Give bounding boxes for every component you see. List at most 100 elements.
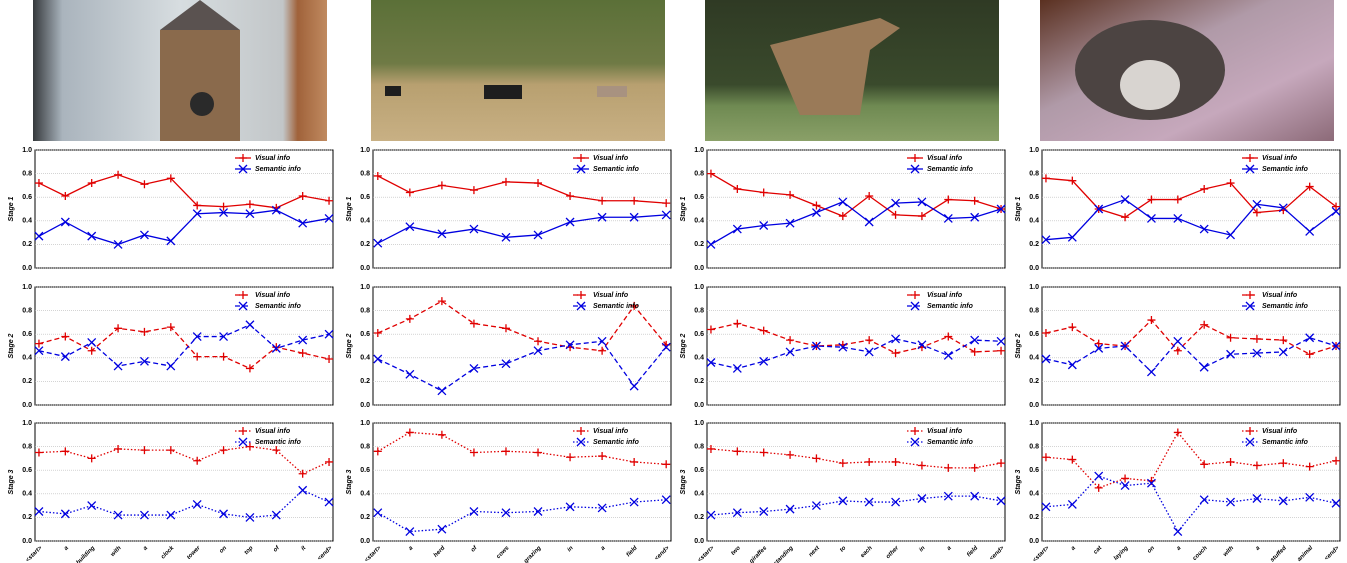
- y-tick-label: 0.2: [694, 514, 704, 521]
- data-point: [891, 334, 901, 344]
- data-point: [566, 192, 575, 201]
- legend-marker: [577, 427, 585, 435]
- data-point: [113, 510, 123, 520]
- y-tick-label: 0.4: [360, 491, 370, 498]
- data-point: [597, 336, 607, 346]
- data-point: [970, 212, 980, 222]
- data-point: [970, 335, 980, 345]
- x-tick-label: two: [730, 545, 742, 557]
- y-tick-label: 1.0: [1029, 147, 1039, 154]
- data-point: [1067, 232, 1077, 242]
- legend-label: Visual info: [593, 292, 629, 299]
- data-point: [534, 179, 543, 188]
- legend-marker: [576, 301, 586, 311]
- data-point: [1173, 428, 1182, 437]
- y-axis-label: Stage 2: [680, 333, 687, 358]
- data-point: [534, 337, 543, 346]
- legend-marker: [238, 301, 248, 311]
- legend-marker: [576, 437, 586, 447]
- data-point: [943, 350, 953, 360]
- x-tick-label: herd: [433, 545, 447, 559]
- data-point: [864, 347, 874, 357]
- y-tick-label: 0.6: [694, 331, 704, 338]
- data-point: [245, 200, 254, 209]
- data-point: [1120, 341, 1130, 351]
- data-point: [60, 509, 70, 519]
- data-point: [662, 460, 671, 469]
- data-point: [437, 386, 447, 396]
- data-point: [944, 195, 953, 204]
- legend-label: Visual info: [1262, 428, 1298, 435]
- legend-label: Semantic info: [255, 439, 302, 446]
- series-line: [38, 209, 330, 246]
- y-tick-label: 0.4: [22, 491, 32, 498]
- data-point: [1041, 453, 1050, 462]
- data-point: [865, 457, 874, 466]
- data-point: [943, 213, 953, 223]
- data-point: [245, 512, 255, 522]
- x-tick-label: of: [470, 545, 479, 554]
- data-point: [373, 238, 383, 248]
- data-point: [1147, 195, 1156, 204]
- data-point: [812, 454, 821, 463]
- data-point: [970, 347, 979, 356]
- series-line: [710, 338, 1002, 370]
- legend-marker: [577, 154, 585, 162]
- y-tick-label: 0.0: [360, 265, 370, 272]
- y-tick-label: 0.6: [1029, 467, 1039, 474]
- x-tick-label: in: [567, 545, 575, 553]
- data-point: [405, 428, 414, 437]
- data-point: [891, 198, 901, 208]
- data-point: [917, 212, 926, 221]
- data-point: [970, 491, 980, 501]
- data-point: [733, 319, 742, 328]
- y-tick-label: 1.0: [694, 147, 704, 154]
- x-tick-label: a: [408, 545, 415, 552]
- legend-marker: [576, 164, 586, 174]
- data-point: [1068, 176, 1077, 185]
- data-point: [501, 177, 510, 186]
- data-point: [706, 444, 715, 453]
- data-point: [271, 343, 281, 353]
- legend-marker: [1245, 164, 1255, 174]
- series-line: [1045, 177, 1337, 218]
- data-point: [192, 499, 202, 509]
- data-point: [1094, 204, 1104, 214]
- y-tick-label: 1.0: [22, 147, 32, 154]
- data-point: [469, 448, 478, 457]
- data-point: [1226, 179, 1235, 188]
- x-tick-label: animal: [1297, 545, 1315, 563]
- legend-label: Visual info: [927, 428, 963, 435]
- data-point: [405, 369, 415, 379]
- y-tick-label: 0.2: [22, 241, 32, 248]
- x-tick-label: a: [1176, 545, 1183, 552]
- data-point: [1094, 483, 1103, 492]
- legend-marker: [911, 291, 919, 299]
- data-point: [1067, 360, 1077, 370]
- data-point: [324, 213, 334, 223]
- data-point: [324, 497, 334, 507]
- data-point: [1041, 329, 1050, 338]
- x-tick-label: giraffes: [748, 545, 769, 563]
- x-tick-label: grazing: [523, 545, 543, 563]
- x-tick-label: with: [1222, 545, 1235, 558]
- legend-marker: [577, 291, 585, 299]
- data-point: [1199, 362, 1209, 372]
- data-point: [1146, 213, 1156, 223]
- data-point: [61, 332, 70, 341]
- legend-label: Visual info: [255, 292, 291, 299]
- data-point: [1305, 226, 1315, 236]
- x-tick-label: cows: [496, 545, 511, 560]
- y-tick-label: 0.2: [360, 514, 370, 521]
- data-point: [1226, 333, 1235, 342]
- data-point: [811, 341, 821, 351]
- data-point: [324, 329, 334, 339]
- data-point: [944, 463, 953, 472]
- y-tick-label: 0.4: [360, 218, 370, 225]
- x-tick-label: <start>: [364, 545, 383, 563]
- y-tick-label: 0.8: [22, 170, 32, 177]
- data-point: [469, 224, 479, 234]
- data-point: [271, 510, 281, 520]
- data-point: [759, 188, 768, 197]
